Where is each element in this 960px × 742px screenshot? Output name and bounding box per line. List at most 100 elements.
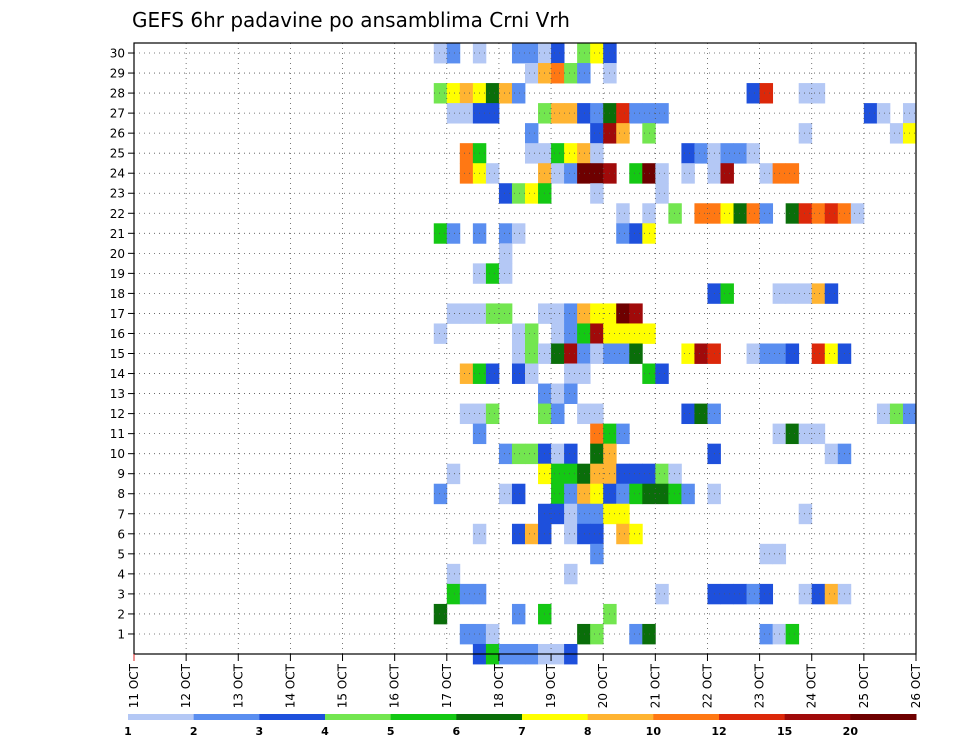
y-tick-label: 12 <box>110 407 125 421</box>
heatmap-cell <box>629 343 643 364</box>
heatmap-cell <box>525 183 539 204</box>
heatmap-cell <box>446 303 461 324</box>
heatmap-cell <box>694 343 708 364</box>
heatmap-cell <box>525 443 539 465</box>
y-tick-label: 5 <box>117 547 125 561</box>
legend-level-label: 15 <box>777 725 792 738</box>
legend-swatch <box>390 714 457 720</box>
y-tick-label: 4 <box>117 567 125 581</box>
y-tick-label: 17 <box>110 307 125 321</box>
heatmap-cell <box>433 323 448 344</box>
heatmap-cell <box>590 303 604 324</box>
heatmap-cell <box>564 483 578 505</box>
x-tick-label: 16 OCT <box>388 663 402 708</box>
heatmap-cell <box>746 203 760 224</box>
x-tick-label: 21 OCT <box>648 663 662 708</box>
heatmap-cell <box>551 163 565 184</box>
heatmap-cell <box>681 403 695 425</box>
heatmap-cell <box>798 283 813 304</box>
heatmap-cell <box>577 503 591 525</box>
heatmap-cell <box>485 403 500 425</box>
heatmap-cell <box>785 163 800 184</box>
heatmap-cell <box>720 283 734 304</box>
heatmap-cell <box>746 583 760 605</box>
heatmap-cell <box>590 143 604 164</box>
y-tick-label: 21 <box>110 227 125 241</box>
legend-swatch <box>325 714 392 720</box>
heatmap-cell <box>629 323 643 344</box>
heatmap-cell <box>655 463 669 485</box>
heatmap-cell <box>564 523 578 545</box>
heatmap-cell <box>459 103 474 124</box>
legend-swatch <box>653 714 720 720</box>
legend-swatch <box>259 714 326 720</box>
heatmap-cell <box>459 143 474 164</box>
y-tick-label: 18 <box>110 287 125 301</box>
heatmap-cell <box>798 83 813 104</box>
heatmap-cell <box>459 163 474 184</box>
legend-level-label: 10 <box>646 725 662 738</box>
heatmap-cell <box>616 323 630 344</box>
y-tick-label: 2 <box>117 607 125 621</box>
heatmap-cell <box>785 283 800 304</box>
heatmap-cell <box>525 363 539 384</box>
heatmap-cell <box>459 403 474 425</box>
y-tick-label: 8 <box>117 487 125 501</box>
legend-level-label: 20 <box>843 725 859 738</box>
heatmap-cell <box>511 343 526 364</box>
heatmap-cell <box>485 103 500 124</box>
heatmap-cell <box>564 103 578 124</box>
heatmap-cell <box>511 43 526 64</box>
heatmap-cell <box>577 43 591 64</box>
x-axis-ticks: 11 OCT 12 OCT 13 OCT 14 OCT 15 OCT 16 OCT 17 O… <box>127 654 923 708</box>
y-tick-label: 19 <box>110 267 125 281</box>
y-tick-label: 10 <box>110 447 125 461</box>
heatmap-cell <box>616 103 630 124</box>
legend-swatch <box>456 714 523 720</box>
heatmap-cell <box>577 163 591 184</box>
y-tick-label: 15 <box>110 347 125 361</box>
heatmap-cell <box>525 63 539 84</box>
legend-level-label: 2 <box>190 725 198 738</box>
heatmap-cell <box>720 163 734 184</box>
heatmap-cell <box>590 163 604 184</box>
dotted-grid <box>134 43 916 654</box>
heatmap-cell <box>616 463 630 485</box>
legend-level-label: 7 <box>518 725 526 738</box>
heatmap-cell <box>629 223 643 244</box>
heatmap-cell <box>511 223 526 244</box>
heatmap-cell <box>459 303 474 324</box>
x-tick-label: 18 OCT <box>492 663 506 708</box>
heatmap-cell <box>577 403 591 425</box>
heatmap-cell <box>590 343 604 364</box>
heatmap-cell <box>485 163 500 184</box>
legend-level-label: 6 <box>453 725 461 738</box>
x-tick-label: 20 OCT <box>596 663 610 708</box>
legend-level-label: 12 <box>711 725 726 738</box>
heatmap-cell <box>551 103 565 124</box>
heatmap-cell <box>889 123 904 144</box>
heatmap-cell <box>525 143 539 164</box>
heatmap-cell <box>551 323 565 344</box>
heatmap-cell <box>681 483 695 505</box>
heatmap-cell <box>590 503 604 525</box>
heatmap-cell <box>485 83 500 104</box>
heatmap-cell <box>590 483 604 505</box>
heatmap-cell <box>433 43 448 64</box>
heatmap-cell <box>616 483 630 505</box>
heatmap-cell <box>577 143 591 164</box>
heatmap-cell <box>446 103 461 124</box>
y-tick-label: 13 <box>110 387 125 401</box>
heatmap-cell <box>655 583 669 605</box>
legend-swatch <box>193 714 260 720</box>
heatmap-cell <box>629 163 643 184</box>
heatmap-cell <box>629 623 643 645</box>
y-tick-label: 24 <box>110 167 125 181</box>
heatmap-cell <box>511 603 526 625</box>
heatmap-cell <box>498 303 513 324</box>
x-tick-label: 14 OCT <box>283 663 297 708</box>
heatmap-cell <box>811 283 826 304</box>
heatmap-cell <box>798 583 813 605</box>
heatmap-cell <box>824 203 839 224</box>
y-tick-label: 28 <box>110 87 125 101</box>
